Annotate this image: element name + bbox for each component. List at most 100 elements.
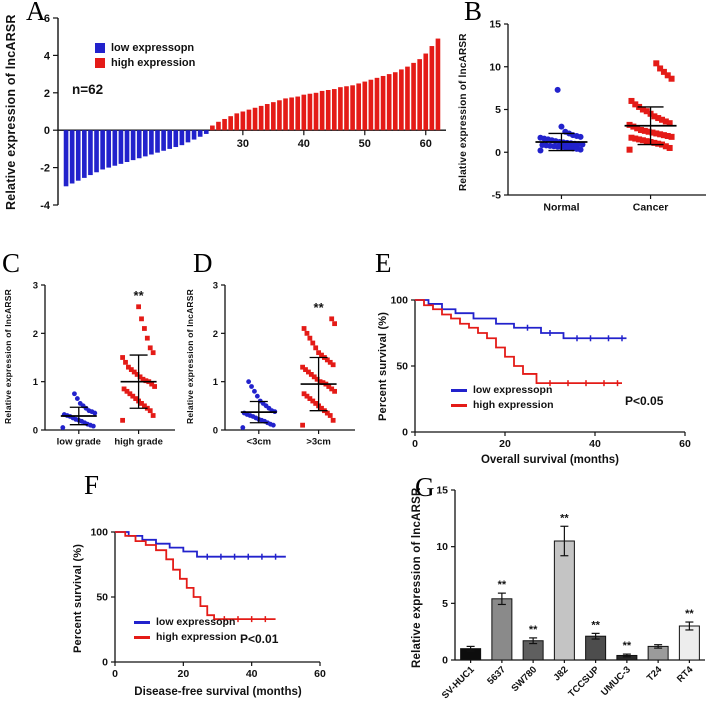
legend-item-high-expression: high expression — [95, 57, 195, 69]
svg-text:**: ** — [498, 579, 507, 591]
svg-text:**: ** — [685, 608, 694, 620]
panel-d-scatter-plot: 0 1 2 3 <3cm >3cm ** — [213, 281, 355, 448]
panel-c-letter: C — [2, 248, 21, 278]
svg-text:3: 3 — [33, 281, 38, 292]
svg-text:4: 4 — [44, 50, 51, 62]
legend-item-low-expression: low expressopn — [95, 42, 195, 54]
high-expression-swatch-icon — [95, 58, 105, 68]
legend-item-high-expression: high expression — [451, 399, 554, 411]
svg-text:-2: -2 — [40, 163, 50, 175]
svg-text:50: 50 — [359, 138, 371, 150]
svg-text:40: 40 — [589, 438, 601, 450]
panel-g-y-axis-label: Relative expression of lncARSR — [411, 487, 423, 669]
svg-text:**: ** — [560, 512, 569, 524]
svg-text:0: 0 — [112, 668, 118, 680]
svg-text:5: 5 — [495, 104, 501, 116]
p-value-label: P<0.05 — [625, 394, 664, 408]
svg-text:**: ** — [529, 624, 538, 636]
svg-text:20: 20 — [499, 438, 511, 450]
panel-b: -5 0 5 10 15 Normal Cancer B Relative expressi… — [450, 0, 718, 240]
svg-text:TCCSUP: TCCSUP — [566, 664, 602, 700]
svg-text:2: 2 — [33, 329, 38, 340]
svg-text:20: 20 — [177, 668, 189, 680]
svg-text:low grade: low grade — [57, 437, 101, 448]
panel-d-y-axis-label: Relative expression of lncARSR — [185, 289, 195, 425]
svg-text:0: 0 — [213, 426, 218, 437]
svg-text:>3cm: >3cm — [306, 437, 331, 448]
panel-c: 0 1 2 3 low grade high grade ** C Relative exp… — [0, 248, 185, 472]
svg-text:15: 15 — [436, 485, 448, 497]
svg-text:UMUC-3: UMUC-3 — [599, 664, 633, 698]
panel-f: 0 50 100 0 20 40 60 F Percent survival (%) low… — [58, 470, 403, 720]
panel-f-x-axis-label: Disease-free survival (months) — [134, 686, 302, 698]
panel-e-survival-plot: 0 50 100 0 20 40 60 — [390, 295, 691, 451]
panel-a-letter: A — [26, 0, 46, 26]
svg-text:3: 3 — [213, 281, 218, 292]
svg-text:0: 0 — [442, 655, 448, 667]
legend-label-low-expression: low expressopn — [111, 42, 195, 54]
panel-c-scatter-plot: 0 1 2 3 low grade high grade ** — [33, 281, 175, 448]
svg-text:0: 0 — [44, 125, 50, 137]
low-expression-line-swatch-icon — [451, 388, 467, 392]
legend-label-low-expression: low expressopn — [156, 616, 236, 628]
svg-text:60: 60 — [679, 438, 691, 450]
svg-text:2: 2 — [213, 329, 218, 340]
svg-text:**: ** — [314, 300, 325, 315]
svg-text:-5: -5 — [492, 190, 501, 202]
legend-item-low-expression: low expressopn — [134, 616, 237, 628]
panel-g: 0 5 10 15 SV-HUC1 ** 5637 ** SW780 ** J82 ** TCCSUP *… — [403, 470, 718, 720]
legend-label-high-expression: high expression — [156, 631, 237, 643]
panel-b-y-axis-label: Relative expression of lncARSR — [458, 33, 469, 191]
svg-text:0: 0 — [102, 657, 108, 669]
high-expression-line-swatch-icon — [134, 635, 150, 639]
panel-a-legend: low expressopn high expression — [95, 42, 195, 69]
svg-text:30: 30 — [237, 138, 249, 150]
svg-text:0: 0 — [33, 426, 38, 437]
low-expression-line-swatch-icon — [134, 620, 150, 624]
svg-text:0: 0 — [402, 427, 408, 439]
svg-text:10: 10 — [489, 61, 501, 73]
legend-item-low-expression: low expressopn — [451, 384, 554, 396]
panel-g-bar-plot: 0 5 10 15 SV-HUC1 ** 5637 ** SW780 ** J82 ** TCCSUP *… — [436, 485, 705, 701]
panel-e: 0 50 100 0 20 40 60 E Percent survival (%) low… — [363, 248, 718, 472]
svg-text:100: 100 — [90, 527, 108, 539]
p-value-label: P<0.01 — [240, 632, 279, 646]
svg-text:1: 1 — [33, 377, 39, 388]
svg-text:Normal: Normal — [543, 202, 579, 214]
svg-text:60: 60 — [314, 668, 326, 680]
panel-f-survival-plot: 0 50 100 0 20 40 60 — [90, 527, 326, 681]
svg-text:SV-HUC1: SV-HUC1 — [440, 664, 477, 701]
panel-f-y-axis-label: Percent survival (%) — [72, 543, 84, 653]
svg-text:-4: -4 — [40, 200, 51, 212]
legend-label-high-expression: high expression — [111, 57, 196, 69]
panel-a-waterfall-plot: -4 -2 0 2 4 6 30 40 50 60 — [40, 13, 446, 212]
panel-a-y-axis-label: Relative expression of lncARSR — [4, 14, 18, 210]
svg-text:100: 100 — [390, 295, 408, 307]
legend-label-high-expression: high expression — [473, 399, 554, 411]
sample-size-label: n=62 — [72, 82, 104, 97]
svg-text:T24: T24 — [645, 664, 665, 684]
low-expression-swatch-icon — [95, 43, 105, 53]
panel-f-letter: F — [84, 470, 100, 500]
svg-text:1: 1 — [213, 377, 219, 388]
svg-text:10: 10 — [436, 541, 448, 553]
legend-label-low-expression: low expressopn — [473, 384, 553, 396]
panel-b-letter: B — [464, 0, 483, 26]
panel-d-letter: D — [193, 248, 213, 278]
svg-text:50: 50 — [96, 592, 108, 604]
panel-a: -4 -2 0 2 4 6 30 40 50 60 A Relative expression o… — [0, 0, 450, 240]
svg-text:**: ** — [623, 640, 632, 652]
svg-text:**: ** — [591, 619, 600, 631]
svg-text:40: 40 — [246, 668, 258, 680]
panel-e-y-axis-label: Percent survival (%) — [377, 311, 389, 421]
panel-c-y-axis-label: Relative expression of lncARSR — [3, 289, 13, 425]
panel-e-x-axis-label: Overall survival (months) — [480, 454, 620, 466]
svg-text:**: ** — [134, 288, 145, 303]
svg-text:6: 6 — [44, 13, 50, 25]
panel-f-legend: low expressopn high expression — [134, 616, 237, 643]
svg-text:5: 5 — [442, 598, 448, 610]
svg-text:0: 0 — [412, 438, 418, 450]
svg-text:2: 2 — [44, 88, 50, 100]
panel-b-scatter-plot: -5 0 5 10 15 Normal Cancer — [489, 19, 706, 214]
